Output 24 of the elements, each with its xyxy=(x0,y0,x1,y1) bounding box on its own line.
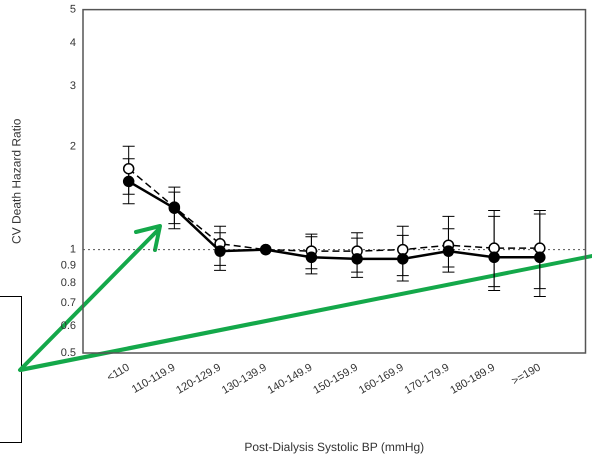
y-tick-label: 4 xyxy=(70,36,76,49)
point xyxy=(397,244,409,256)
point xyxy=(488,242,500,254)
y-axis-title: CV Death Hazard Ratio xyxy=(10,118,24,244)
y-tick-label: 0.9 xyxy=(60,259,76,272)
y-tick-label: 0.7 xyxy=(60,296,76,309)
point xyxy=(351,253,363,265)
point xyxy=(122,176,134,188)
point xyxy=(214,245,226,257)
x-tick-label: <110 xyxy=(104,362,132,384)
point xyxy=(397,253,409,265)
x-axis-title: Post-Dialysis Systolic BP (mmHg) xyxy=(244,440,424,454)
point xyxy=(488,252,500,264)
y-tick-label: 0.5 xyxy=(60,347,76,360)
y-tick-label: 5 xyxy=(70,4,76,16)
point xyxy=(442,245,454,257)
point xyxy=(534,242,546,254)
point xyxy=(306,252,318,264)
y-tick-label: 0.8 xyxy=(60,276,76,289)
point xyxy=(534,252,546,264)
point xyxy=(122,162,134,174)
y-tick-label: 1 xyxy=(70,244,76,256)
y-tick-label: 3 xyxy=(70,80,76,92)
y-tick-label: 2 xyxy=(70,140,76,152)
